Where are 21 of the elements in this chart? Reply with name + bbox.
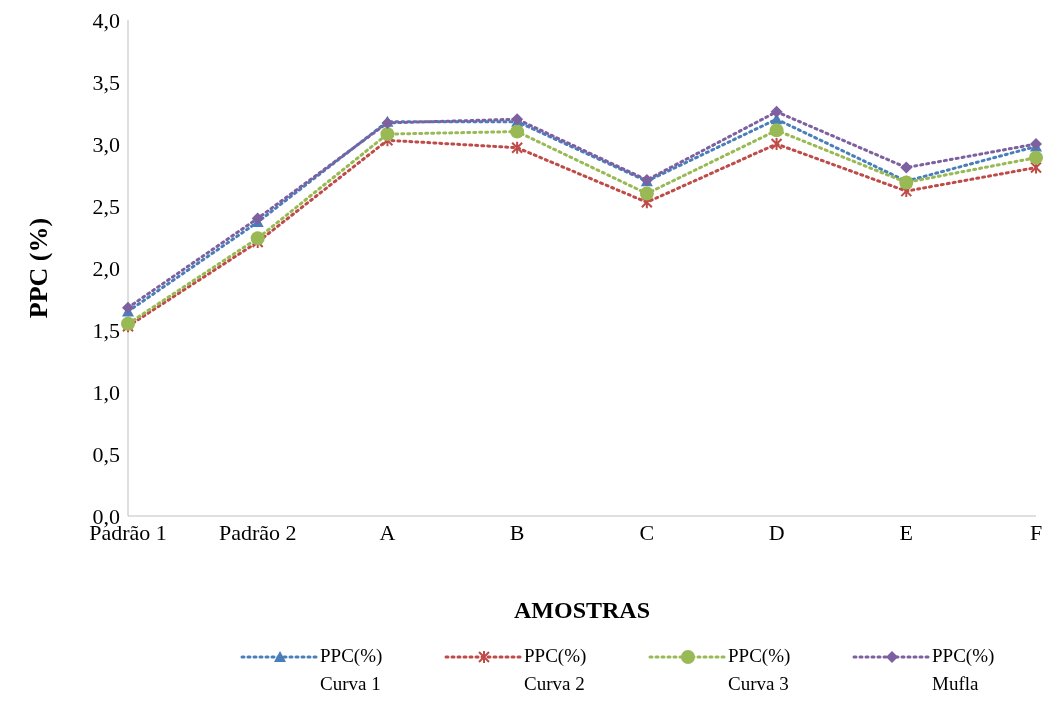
legend-label: PPC(%) Curva 3	[728, 644, 792, 696]
y-tick-label: 3,5	[92, 69, 120, 95]
y-tick-label: 2,5	[92, 193, 120, 219]
x-tick-label: Padrão 2	[218, 519, 297, 545]
y-tick-label: 1,0	[92, 379, 120, 405]
x-tick-label: C	[639, 519, 655, 545]
x-tick-label: D	[768, 519, 785, 545]
y-tick-label: 3,0	[92, 131, 120, 157]
legend-label: PPC(%) Mufla	[932, 644, 996, 696]
y-tick-label: 4,0	[92, 7, 120, 33]
y-tick-label: 0,5	[92, 441, 120, 467]
x-tick-label: B	[509, 519, 525, 545]
legend-label: PPC(%) Curva 2	[524, 644, 588, 696]
x-tick-label: A	[379, 519, 396, 545]
x-axis-title: AMOSTRAS	[513, 597, 651, 624]
y-tick-label: 2,0	[92, 255, 120, 281]
legend-label: PPC(%) Curva 1	[320, 644, 384, 696]
x-tick-label: E	[899, 519, 914, 545]
x-tick-label: F	[1029, 519, 1043, 545]
y-axis-title: PPC (%)	[24, 217, 54, 319]
y-tick-label: 1,5	[92, 317, 120, 343]
